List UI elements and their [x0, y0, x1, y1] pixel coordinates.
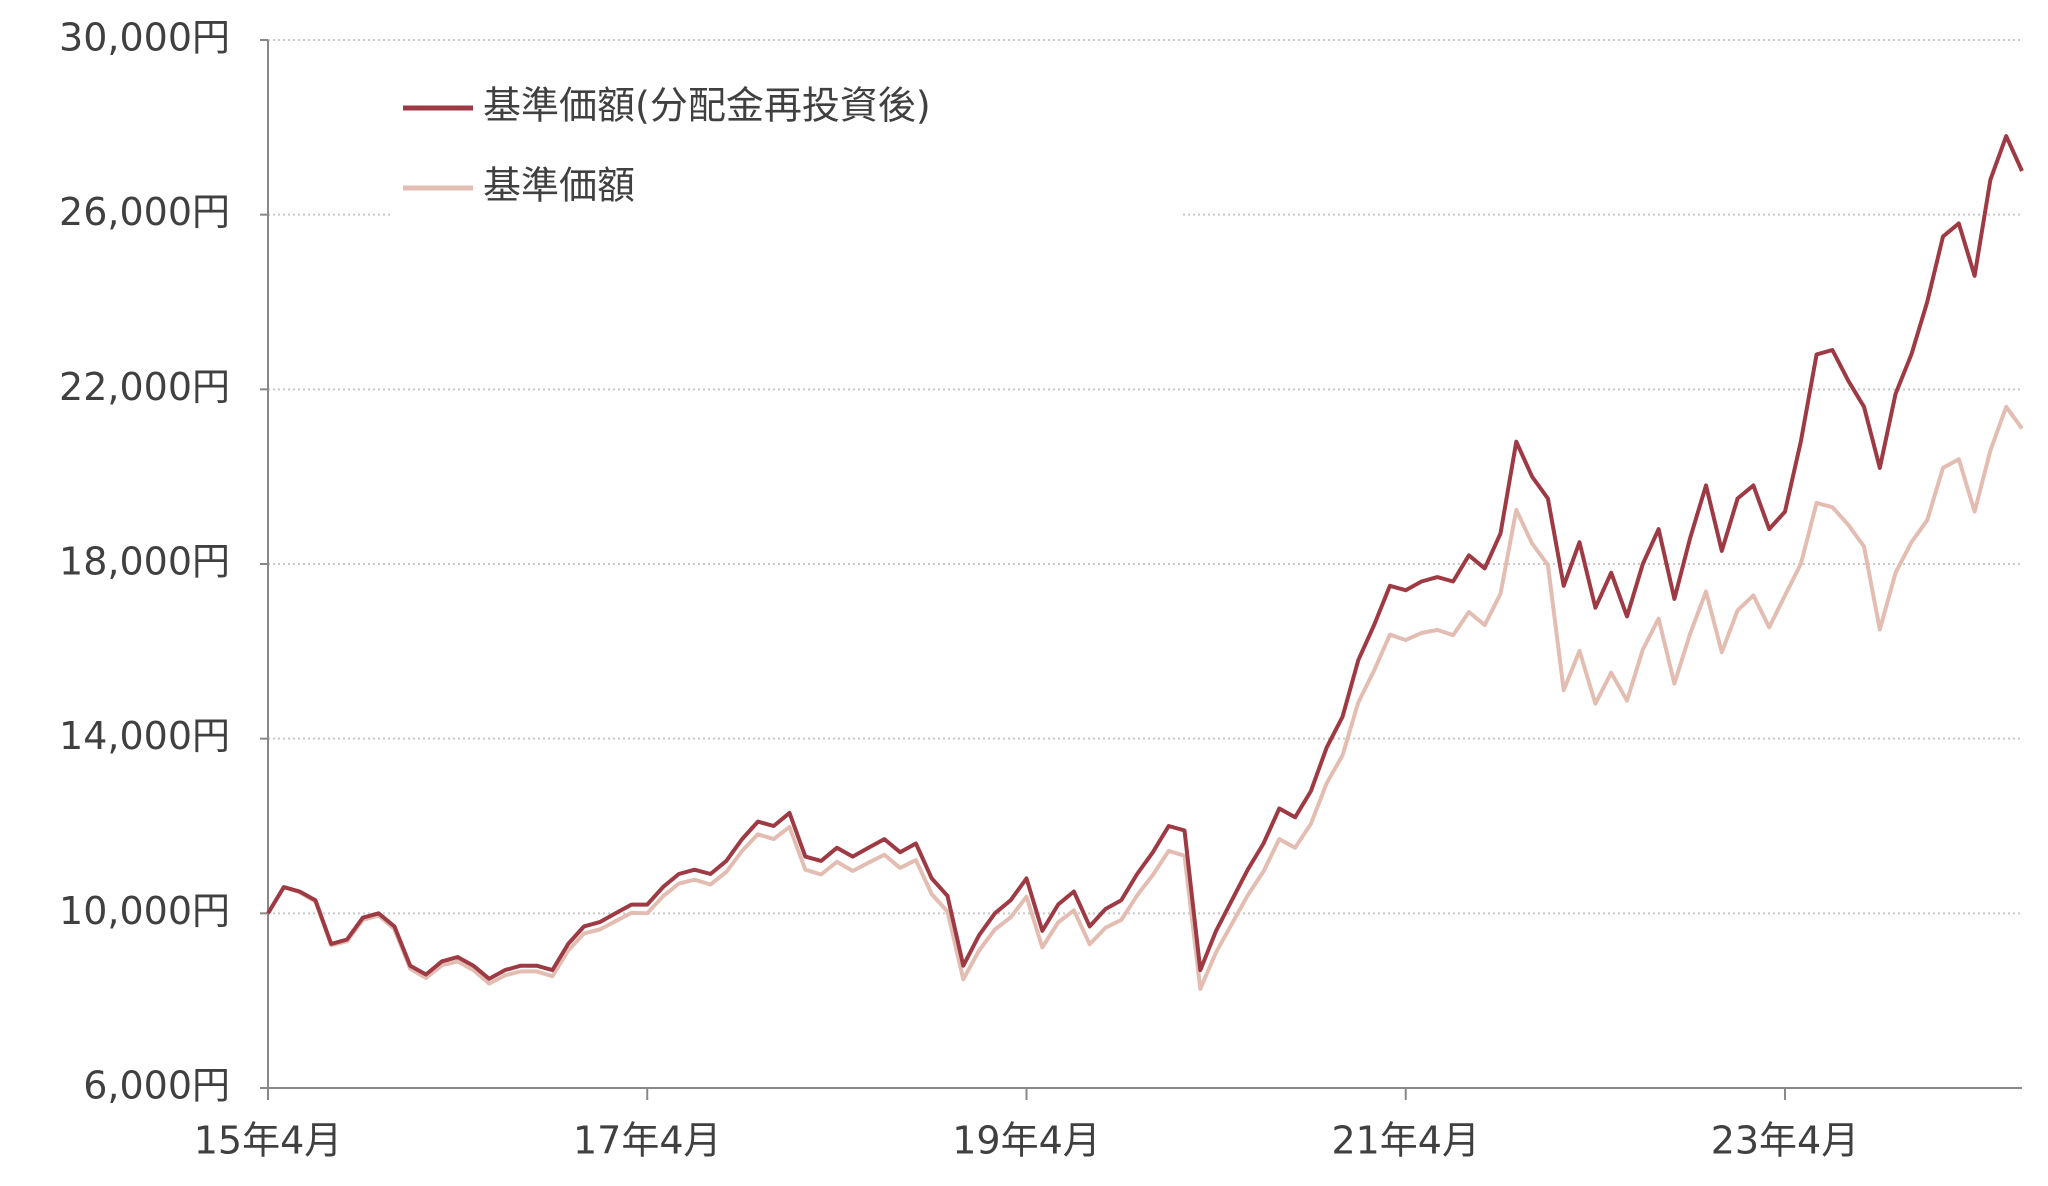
series-line [266, 404, 2024, 991]
y-tick-label: 18,000円 [59, 540, 230, 584]
y-tick-label: 26,000円 [59, 190, 230, 234]
y-tick-label: 14,000円 [59, 714, 230, 758]
y-tick-label: 30,000円 [59, 16, 230, 60]
legend-background [393, 68, 1183, 228]
x-tick-label: 19年4月 [952, 1119, 1101, 1163]
y-tick-label: 22,000円 [59, 365, 230, 409]
x-tick-label: 21年4月 [1331, 1119, 1480, 1163]
y-tick-label: 6,000円 [83, 1064, 230, 1108]
x-tick-label: 23年4月 [1711, 1119, 1860, 1163]
legend-label: 基準価額(分配金再投資後) [483, 84, 931, 128]
series-line [266, 134, 2024, 981]
y-tick-label: 10,000円 [59, 889, 230, 933]
x-tick-label: 17年4月 [573, 1119, 722, 1163]
legend-label: 基準価額 [483, 164, 635, 208]
x-tick-label: 15年4月 [194, 1119, 343, 1163]
